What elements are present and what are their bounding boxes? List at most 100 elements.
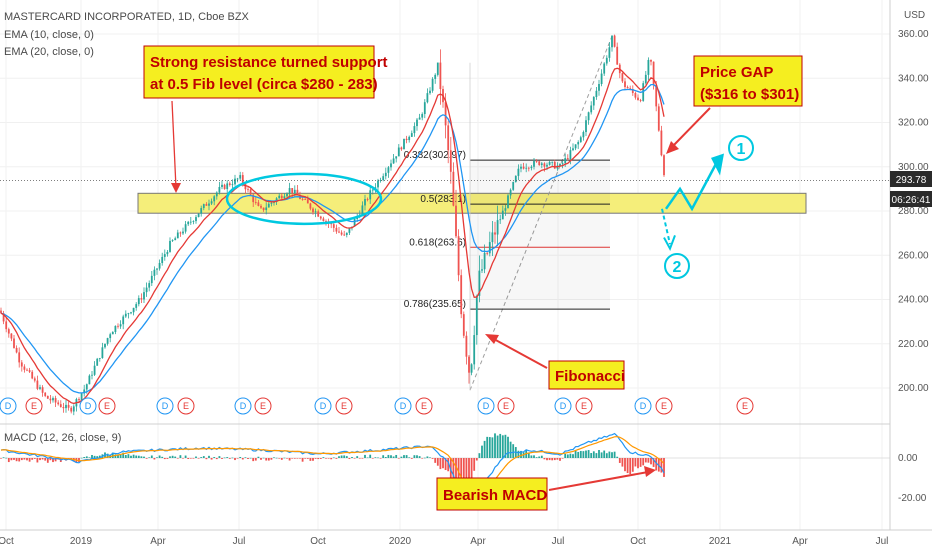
dividend-event[interactable] — [554, 397, 572, 415]
earnings-event[interactable] — [415, 397, 433, 415]
macd-note-box[interactable] — [436, 477, 548, 511]
macd-histogram-bar — [215, 458, 218, 460]
candle-body — [663, 155, 665, 176]
candle-body — [226, 183, 229, 190]
macd-histogram-bar — [478, 453, 481, 458]
macd-histogram-bar — [647, 458, 650, 463]
candle-body — [390, 163, 392, 168]
gap-arrowhead — [666, 141, 679, 154]
candle-body — [156, 268, 158, 270]
candle-body — [410, 133, 413, 137]
candle-body — [551, 161, 554, 163]
macd-histogram-bar — [590, 453, 593, 458]
scenario-2-path[interactable] — [661, 208, 671, 245]
earnings-event[interactable] — [254, 397, 272, 415]
macd-histogram-bar — [660, 458, 663, 473]
macd-histogram-bar — [28, 458, 31, 462]
fibonacci-levels[interactable]: 0.382(302.97) 0.5(283.1) 0.618(263.6) 0.786… — [404, 62, 610, 391]
dividend-event[interactable] — [314, 397, 332, 415]
earnings-event[interactable] — [335, 397, 353, 415]
candle-body — [306, 199, 309, 204]
ema20-line — [0, 83, 665, 394]
candle-body — [208, 203, 210, 206]
candle-body — [408, 136, 411, 141]
macd-histogram-bar — [36, 458, 39, 463]
candle-body — [517, 168, 520, 176]
candle-body — [468, 356, 470, 373]
macd-histogram-bar — [569, 453, 572, 458]
macd-histogram-bar — [218, 456, 221, 458]
support-note-box[interactable] — [143, 45, 375, 99]
time-axis-ticks[interactable]: Oct 2019 Apr Jul Oct 2020 Apr Jul Oct 2021 Apr Jul — [0, 536, 888, 547]
macd-arrow — [548, 471, 649, 491]
candle-body — [426, 93, 429, 103]
candle-body — [57, 402, 60, 405]
candle-body — [613, 35, 616, 47]
dividend-event[interactable] — [79, 397, 97, 415]
candle-body — [569, 150, 572, 160]
candle-body — [457, 236, 460, 276]
gap-note-box[interactable] — [693, 55, 803, 107]
dividend-event[interactable] — [234, 397, 252, 415]
macd-histogram-bar — [535, 457, 538, 458]
candle-body — [639, 100, 642, 101]
candle-body — [353, 219, 356, 227]
macd-histogram-bar — [33, 458, 36, 459]
dividend-event[interactable] — [0, 397, 17, 415]
candle-body — [325, 221, 327, 222]
gap-arrow — [671, 107, 711, 148]
candle-body — [514, 175, 517, 183]
macd-histogram-bar — [280, 458, 283, 460]
macd-histogram-bar — [319, 458, 322, 459]
macd-histogram-bar — [655, 458, 658, 471]
macd-histogram-bar — [262, 457, 265, 459]
fib-arrowhead — [485, 334, 499, 344]
fib-note-box[interactable] — [548, 360, 625, 390]
macd-histogram-bar — [416, 455, 418, 458]
support-arrowhead — [171, 183, 181, 193]
macd-histogram-bar — [195, 456, 197, 458]
dividend-event[interactable] — [394, 397, 412, 415]
earnings-event[interactable] — [575, 397, 593, 415]
dividend-event[interactable] — [477, 397, 495, 415]
scenario-1-marker[interactable] — [728, 135, 754, 161]
earnings-event-label: E — [503, 401, 509, 411]
earnings-event[interactable] — [497, 397, 515, 415]
candle-body — [436, 62, 439, 75]
earnings-event[interactable] — [655, 397, 673, 415]
candle-body — [644, 74, 647, 84]
earnings-event[interactable] — [177, 397, 195, 415]
earnings-event-label: E — [260, 401, 266, 411]
price-tick: 360.00 — [898, 29, 929, 40]
earnings-event[interactable] — [25, 397, 43, 415]
candle-body — [265, 207, 268, 211]
earnings-event-label: E — [341, 401, 347, 411]
macd-histogram-bar — [156, 457, 158, 458]
macd-histogram-bar — [408, 457, 411, 458]
fib-trend-line[interactable] — [469, 36, 613, 391]
support-note-line-1: Strong resistance turned support — [150, 54, 388, 71]
macd-histogram-bar — [309, 458, 312, 461]
candle-body — [288, 188, 291, 194]
scenario-1-path[interactable] — [664, 159, 720, 212]
dividend-event[interactable] — [634, 397, 652, 415]
macd-histogram-bar — [598, 450, 600, 458]
candle-body — [166, 251, 169, 255]
earnings-event[interactable] — [736, 397, 754, 415]
candle-body — [650, 59, 652, 62]
earnings-event[interactable] — [98, 397, 116, 415]
macd-histogram-bar — [473, 458, 476, 471]
macd-histogram-bar — [325, 458, 327, 459]
candle-body — [187, 221, 190, 225]
dividend-event[interactable] — [156, 397, 174, 415]
macd-histogram-bar — [213, 457, 216, 458]
price-axis-ticks[interactable]: 360.00 340.00 320.00 300.00 280.00 260.00 240.… — [898, 29, 929, 394]
macd-histogram-bar — [127, 454, 130, 458]
macd-histogram-bar — [317, 458, 320, 460]
consolidation-ellipse[interactable] — [225, 172, 383, 226]
macd-histogram-bar — [117, 455, 119, 458]
scenario-2-marker[interactable] — [664, 253, 690, 279]
candle-body — [631, 88, 634, 94]
